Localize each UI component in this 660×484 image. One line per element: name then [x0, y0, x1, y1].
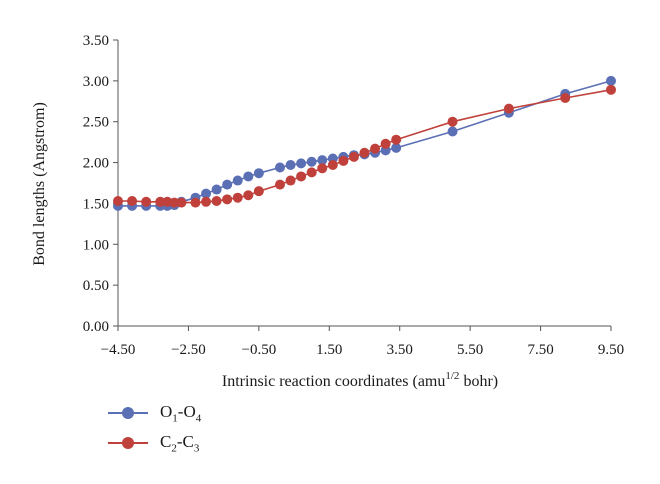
data-point: [243, 190, 254, 201]
plot-area: [113, 75, 616, 211]
y-tick-label: 0.50: [83, 278, 109, 294]
data-point: [201, 196, 212, 207]
data-point: [359, 147, 370, 158]
data-point: [201, 188, 212, 199]
data-point: [274, 179, 285, 190]
data-point: [348, 151, 359, 162]
x-tick-label: 1.50: [316, 342, 342, 358]
data-point: [113, 195, 123, 206]
x-tick-label: 3.50: [387, 342, 413, 358]
data-point: [232, 175, 243, 186]
x-tick-label: 9.50: [598, 342, 624, 358]
data-point: [274, 162, 285, 173]
data-point: [560, 93, 571, 104]
series-c2-c3: [113, 84, 616, 208]
x-tick-label: −2.50: [171, 342, 206, 358]
y-axis: 0.00 0.50 1.00 1.50 2.00 2.50 3.00 3.50: [83, 33, 119, 335]
data-point: [285, 160, 296, 171]
data-point: [176, 197, 187, 208]
data-point: [606, 75, 616, 86]
data-point: [190, 197, 201, 208]
data-point: [169, 197, 180, 208]
y-axis-title: Bond lengths (Angstrom): [31, 102, 48, 266]
legend: O1-O4 C2-C3: [108, 402, 201, 462]
data-point: [391, 134, 402, 145]
y-tick-label: 3.50: [83, 33, 109, 49]
legend-swatch-c2-c3: [108, 437, 148, 449]
y-tick-label: 1.50: [83, 196, 109, 212]
data-point: [222, 179, 233, 190]
series-line: [118, 89, 612, 204]
data-point: [447, 126, 458, 137]
data-point: [211, 195, 222, 206]
x-axis-title: Intrinsic reaction coordinates (amu1/2 b…: [222, 370, 498, 390]
y-tick-label: 1.00: [83, 237, 109, 253]
data-point: [141, 196, 152, 207]
legend-label-c2-c3: C2-C3: [160, 431, 200, 455]
data-point: [243, 171, 254, 182]
data-point: [391, 142, 402, 153]
x-tick-label: −0.50: [241, 342, 276, 358]
y-tick-label: 2.00: [83, 156, 109, 172]
series-line: [118, 80, 612, 207]
data-point: [232, 192, 243, 203]
y-tick-label: 2.50: [83, 115, 109, 131]
x-tick-label: −4.50: [101, 342, 136, 358]
data-point: [447, 116, 458, 127]
data-point: [127, 195, 138, 206]
data-point: [211, 184, 222, 195]
x-tick-label: 7.50: [527, 342, 553, 358]
series-o1-o4: [113, 75, 616, 211]
data-point: [503, 103, 514, 114]
legend-item-o1-o4: O1-O4: [108, 402, 201, 424]
data-point: [296, 158, 307, 169]
data-point: [253, 168, 264, 179]
data-point: [222, 194, 233, 205]
data-point: [253, 186, 264, 197]
data-point: [296, 171, 307, 182]
data-point: [285, 175, 296, 186]
data-point: [370, 143, 381, 154]
legend-swatch-o1-o4: [108, 407, 148, 419]
data-point: [306, 167, 317, 178]
data-point: [606, 84, 616, 95]
x-tick-label: 5.50: [457, 342, 483, 358]
x-axis: −4.50 −2.50 −0.50 1.50 3.50 5.50 7.50 9.50: [101, 325, 624, 358]
data-point: [317, 155, 328, 166]
data-point: [327, 160, 338, 171]
data-point: [380, 138, 391, 149]
data-point: [306, 156, 317, 167]
data-point: [155, 196, 166, 207]
legend-item-c2-c3: C2-C3: [108, 432, 201, 454]
data-point: [317, 163, 328, 174]
data-point: [338, 155, 349, 166]
legend-label-o1-o4: O1-O4: [160, 401, 202, 425]
y-tick-label: 3.00: [83, 74, 109, 90]
y-tick-label: 0.00: [83, 319, 109, 335]
